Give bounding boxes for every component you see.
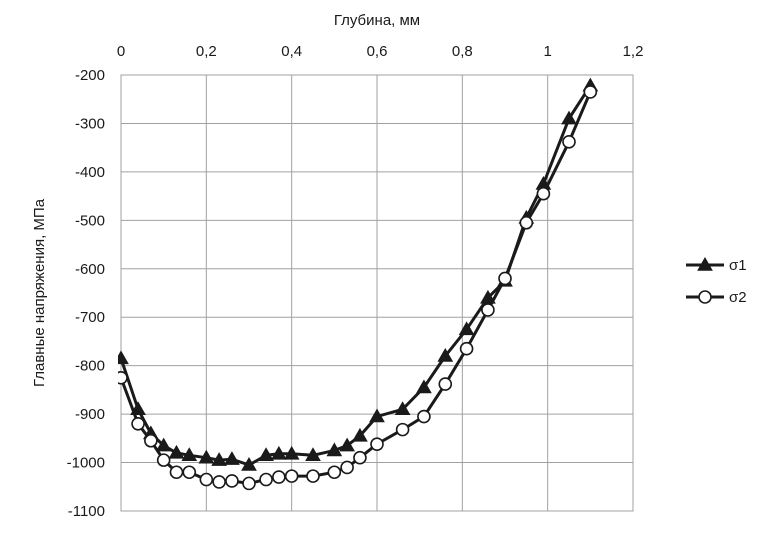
series-2-point (583, 85, 598, 99)
series-2-point (199, 472, 214, 487)
grid (120, 74, 634, 512)
series-2-point (259, 472, 273, 487)
legend-marker (697, 256, 713, 271)
series-2-point (182, 465, 197, 480)
x-axis-title: Глубина, мм (334, 12, 420, 29)
series-2-point (459, 341, 474, 356)
series-2-point (284, 469, 299, 483)
series-1-point (339, 437, 355, 452)
series-1-point (352, 427, 368, 442)
series-2-point (417, 409, 431, 424)
series-2-point (242, 476, 256, 491)
series-1-point (155, 437, 172, 452)
series-1-point (305, 447, 321, 462)
x-tick-label: 0,2 (196, 43, 217, 60)
series-2-point (169, 465, 184, 480)
legend-label: σ2 (729, 289, 747, 306)
y-tick-label: -900 (75, 406, 105, 423)
series-2-point (438, 377, 453, 391)
series-1-point (416, 379, 432, 394)
series-2-point (156, 453, 171, 467)
series-2-point (370, 437, 384, 451)
series-1-point (437, 347, 454, 362)
series-2-point (306, 469, 320, 483)
legend-entry-1: σ1 (686, 256, 747, 274)
series-2-point (212, 475, 226, 489)
series-2-point (118, 370, 128, 385)
series-1-point (224, 451, 240, 465)
legend: σ1 σ2 (686, 256, 747, 306)
x-tick-label: 1 (543, 43, 551, 60)
legend-entry-2: σ2 (686, 289, 747, 306)
series-1-point (283, 445, 300, 460)
y-tick-label: -400 (75, 164, 105, 181)
series-1-point (241, 456, 257, 471)
series-1-point (198, 449, 215, 464)
series-1-line (119, 84, 592, 467)
series-1-point (394, 401, 411, 416)
x-tick-label: 0,8 (452, 43, 473, 60)
y-tick-label: -700 (75, 309, 105, 326)
y-tick-label: -300 (75, 115, 105, 132)
series-2-point (395, 422, 410, 437)
series-1-point (181, 447, 198, 462)
series-1-point (326, 442, 343, 457)
series-1-point (369, 408, 385, 423)
series-1-point (168, 444, 185, 459)
series-2-point (327, 465, 342, 480)
y-axis-title: Главные напряжения, МПа (31, 198, 48, 387)
series-2-point (131, 416, 145, 431)
legend-label: σ1 (729, 257, 747, 274)
series-2-point (353, 450, 367, 465)
series-1-point (561, 110, 577, 125)
x-tick-label: 0,4 (281, 43, 302, 60)
y-tick-label: -1100 (68, 503, 105, 520)
y-tick-label: -1000 (67, 455, 105, 472)
series-1-point (458, 321, 475, 336)
series-1 (118, 77, 599, 471)
series-1-point (271, 445, 287, 460)
series-2-point (225, 474, 239, 488)
series-2-point (562, 135, 576, 149)
x-tick-label: 0,6 (367, 43, 388, 60)
series-1-point (118, 350, 129, 365)
series-2-point (340, 460, 354, 475)
y-tick-label: -800 (75, 358, 105, 375)
series-2-point (536, 186, 551, 201)
series-1-point (258, 447, 274, 462)
x-tick-label: 1,2 (623, 43, 644, 60)
series (118, 77, 599, 491)
series-2 (118, 85, 598, 491)
x-tick-label: 0 (117, 43, 125, 60)
series-1-point (211, 452, 227, 466)
y-tick-label: -600 (75, 261, 105, 278)
y-tick-labels: -200 -300 -400 -500 -600 -700 -800 -900 -1000 -11… (67, 67, 105, 520)
series-2-point (144, 433, 158, 448)
legend-marker (698, 290, 712, 304)
series-2-point (519, 215, 534, 230)
series-1-point (480, 289, 496, 304)
x-tick-labels: 0 0,2 0,4 0,6 0,8 1 1,2 (117, 43, 644, 60)
y-tick-label: -200 (75, 67, 105, 84)
series-2-point (481, 303, 495, 317)
series-2-point (272, 470, 286, 484)
y-tick-label: -500 (75, 212, 105, 229)
series-2-point (498, 271, 512, 286)
